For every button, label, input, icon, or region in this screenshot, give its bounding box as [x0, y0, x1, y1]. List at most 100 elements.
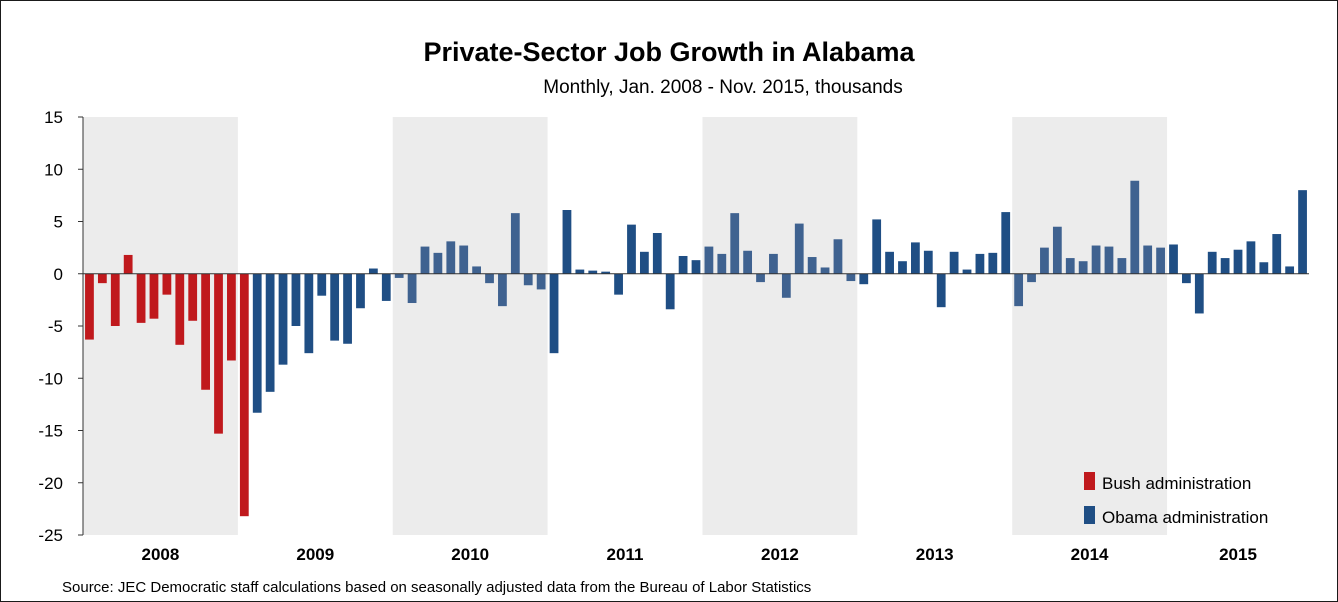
bar-bush-7: [175, 273, 185, 345]
y-tick-label: -15: [38, 422, 63, 441]
bar-obama-65: [923, 250, 933, 274]
bar-bush-0: [85, 273, 94, 340]
y-tick-label: -5: [48, 317, 63, 336]
bar-obama-35: [536, 273, 546, 290]
bar-obama-69: [975, 253, 985, 274]
bar-obama-21: [356, 273, 365, 309]
bar-obama-34: [523, 273, 533, 286]
y-tick-label: 10: [44, 160, 63, 179]
bar-obama-26: [420, 246, 430, 274]
legend-label-obama: Obama administration: [1102, 508, 1268, 527]
bar-bush-11: [227, 273, 236, 361]
bar-obama-39: [588, 270, 598, 274]
chart-subtitle: Monthly, Jan. 2008 - Nov. 2015, thousand…: [543, 77, 902, 98]
bar-obama-43: [639, 251, 649, 274]
bar-obama-56: [807, 257, 817, 274]
bar-obama-48: [704, 246, 714, 274]
bar-obama-30: [472, 266, 481, 274]
bar-obama-87: [1207, 251, 1217, 274]
bar-bush-6: [162, 273, 172, 295]
bar-bush-9: [201, 273, 210, 390]
y-tick-label: -20: [38, 474, 63, 493]
bar-obama-38: [575, 269, 585, 274]
bar-obama-62: [885, 251, 894, 274]
y-tick-label: 5: [54, 213, 63, 232]
bar-obama-15: [278, 273, 288, 365]
bar-obama-13: [252, 273, 262, 413]
bar-obama-94: [1298, 190, 1307, 274]
bar-obama-44: [652, 233, 662, 274]
year-labels: 2008 2009 2010 2011 2012 2013 2014 2015: [141, 545, 1256, 564]
bar-obama-73: [1027, 273, 1036, 283]
bar-obama-72: [1014, 273, 1024, 307]
legend-swatch-obama: [1084, 506, 1095, 524]
y-tick-label: 0: [54, 265, 63, 284]
bar-obama-85: [1182, 273, 1191, 284]
bar-obama-29: [459, 245, 469, 274]
bar-obama-76: [1065, 258, 1075, 274]
legend: Bush administration Obama administration: [1084, 472, 1268, 527]
bar-obama-31: [485, 273, 494, 284]
shade-band-2010: [392, 117, 548, 535]
bar-obama-50: [730, 213, 740, 274]
year-label-2011: 2011: [607, 545, 644, 564]
year-label-2008: 2008: [141, 545, 179, 564]
shade-band-2012: [702, 117, 858, 535]
bar-obama-84: [1169, 244, 1178, 274]
bar-obama-67: [949, 251, 959, 274]
bar-obama-47: [691, 260, 701, 274]
bar-obama-57: [820, 267, 830, 274]
bar-obama-40: [601, 271, 611, 274]
bar-obama-74: [1040, 247, 1049, 274]
year-label-2014: 2014: [1071, 545, 1109, 564]
bar-obama-37: [562, 210, 572, 274]
bar-obama-91: [1259, 262, 1269, 274]
legend-label-bush: Bush administration: [1102, 474, 1251, 493]
bar-obama-63: [898, 261, 907, 274]
bar-obama-42: [627, 224, 636, 274]
bar-obama-66: [936, 273, 946, 308]
bar-obama-28: [446, 241, 456, 274]
bar-obama-49: [717, 253, 727, 274]
shade-band-2008: [83, 117, 238, 535]
bar-obama-61: [872, 219, 882, 274]
bar-obama-16: [291, 273, 301, 326]
bar-bush-4: [136, 273, 146, 323]
bar-obama-58: [833, 239, 843, 274]
year-label-2013: 2013: [916, 545, 954, 564]
bar-obama-70: [988, 252, 998, 274]
bar-obama-80: [1117, 258, 1127, 274]
bar-obama-20: [343, 273, 352, 344]
bar-obama-75: [1052, 226, 1062, 274]
bar-obama-33: [510, 213, 520, 274]
bar-obama-51: [743, 250, 753, 274]
y-tick-label: -10: [38, 369, 63, 388]
shaded-year-bands: [83, 117, 1168, 535]
bar-obama-89: [1233, 249, 1243, 274]
bar-obama-88: [1220, 258, 1230, 274]
bar-bush-3: [123, 254, 133, 274]
bar-obama-81: [1130, 180, 1140, 274]
bar-bush-12: [239, 273, 249, 517]
bar-obama-53: [769, 253, 778, 274]
bars-group: [85, 180, 1307, 517]
bar-obama-25: [407, 273, 417, 304]
y-tick-label: -25: [38, 526, 63, 545]
bar-obama-32: [498, 273, 507, 307]
y-axis-ticks: 15 10 5 0 -5 -10 -15 -20 -25: [38, 108, 83, 545]
bar-obama-55: [794, 223, 804, 274]
bar-obama-41: [614, 273, 623, 295]
legend-swatch-bush: [1084, 472, 1095, 490]
bar-obama-59: [846, 273, 856, 282]
bar-obama-19: [330, 273, 340, 341]
bar-obama-86: [1194, 273, 1204, 314]
bar-obama-78: [1091, 245, 1101, 274]
bar-obama-90: [1246, 241, 1256, 274]
bar-bush-5: [149, 273, 159, 319]
year-label-2015: 2015: [1219, 545, 1257, 564]
bar-obama-52: [756, 273, 765, 283]
bar-bush-2: [110, 273, 120, 326]
bar-obama-93: [1285, 266, 1295, 274]
